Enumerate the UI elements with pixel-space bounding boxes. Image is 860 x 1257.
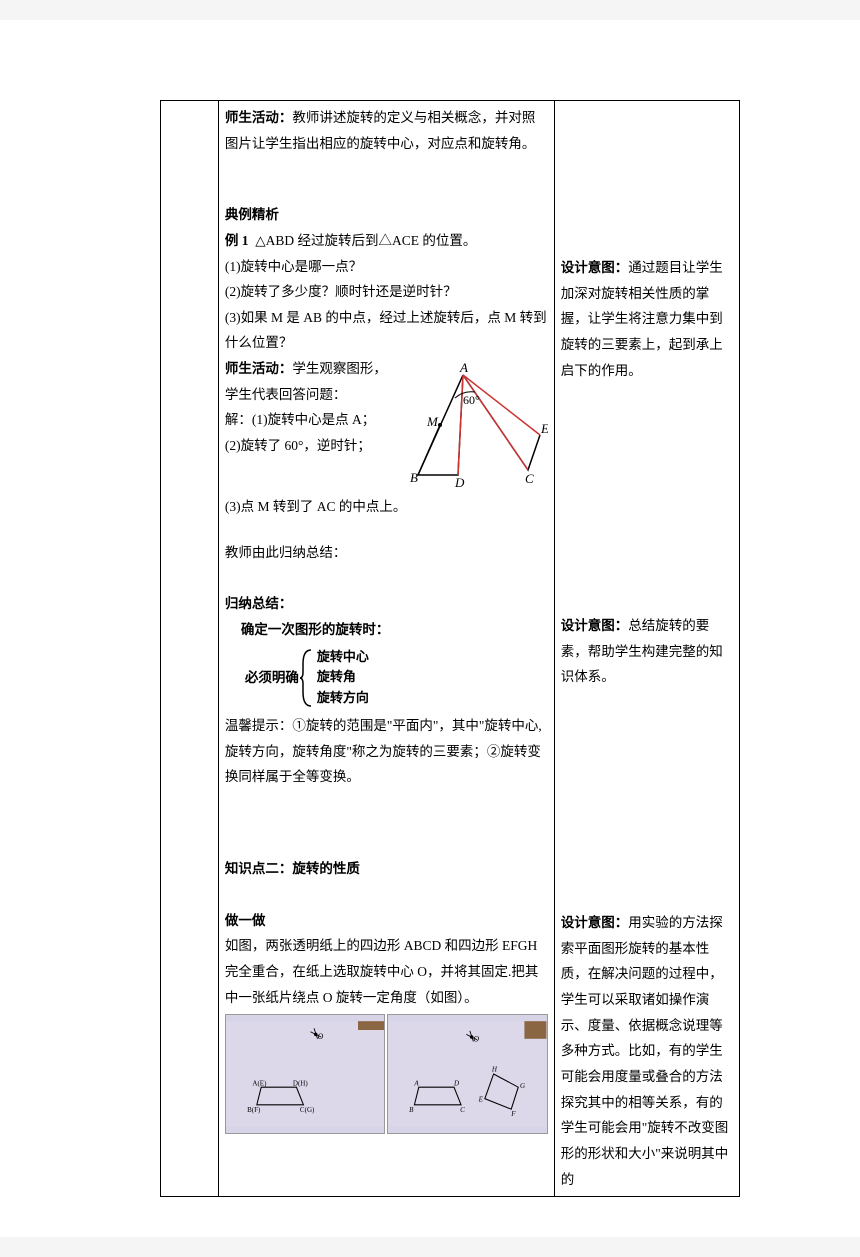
summary-title: 归纳总结： (225, 591, 548, 617)
spacer (225, 176, 548, 196)
label-B: B (410, 470, 418, 485)
summary-item3: 旋转方向 (317, 688, 369, 709)
summary-line1: 确定一次图形的旋转时： (241, 617, 548, 643)
spacer (225, 882, 548, 902)
photo-left-DH: D(H) (293, 1080, 308, 1088)
spacer (225, 565, 548, 585)
design3-paragraph: 设计意图：用实验的方法探索平面图形旋转的基本性质，在解决问题的过程中，学生可以采… (561, 910, 733, 1192)
spacer (225, 156, 548, 176)
photo-right-O: O (474, 1035, 480, 1044)
example1-title: 例 1 △ABD 经过旋转后到△ACE 的位置。 (225, 228, 548, 254)
document-page: 师生活动：教师讲述旋转的定义与相关概念，并对照图片让学生指出相应的旋转中心，对应… (0, 20, 860, 1237)
summary-item1: 旋转中心 (317, 647, 369, 668)
tip-text: 温馨提示：①旋转的范围是"平面内"，其中"旋转中心,旋转方向，旋转角度"称之为旋… (225, 713, 548, 790)
lesson-plan-table: 师生活动：教师讲述旋转的定义与相关概念，并对照图片让学生指出相应的旋转中心，对应… (160, 100, 740, 1197)
photo-left-BF: B(F) (247, 1106, 261, 1114)
right-column: 设计意图：通过题目让学生加深对旋转相关性质的掌握，让学生将注意力集中到旋转的三要… (554, 101, 739, 1197)
teacher-summary: 教师由此归纳总结： (225, 540, 548, 566)
angle-label: 60° (463, 393, 480, 407)
photo-left-O: O (317, 1032, 323, 1041)
photo-right-A: A (414, 1080, 420, 1088)
answer-text-column: 师生活动：学生观察图形，学生代表回答问题： 解：(1)旋转中心是点 A； (2)… (225, 356, 393, 459)
doit-title: 做一做 (225, 908, 548, 934)
ex1-title-text: △ABD 经过旋转后到△ACE 的位置。 (255, 233, 476, 248)
spacer (225, 830, 548, 850)
label-D: D (454, 475, 465, 490)
activity-label: 师生活动： (225, 110, 293, 125)
left-column (161, 101, 219, 1197)
label-E: E (540, 421, 548, 436)
sol2: (2)旋转了 60°，逆时针； (225, 433, 393, 459)
spacer (561, 105, 733, 255)
spacer (225, 790, 548, 810)
design1-paragraph: 设计意图：通过题目让学生加深对旋转相关性质的掌握，让学生将注意力集中到旋转的三要… (561, 255, 733, 383)
photo-left: O A(E) D(H) B(F) C(G) (225, 1014, 385, 1134)
section2-title: 知识点二：旋转的性质 (225, 856, 548, 882)
spacer (225, 520, 548, 540)
bracket-container: 必须明确 旋转中心 旋转角 旋转方向 (245, 647, 548, 709)
activity-paragraph: 师生活动：教师讲述旋转的定义与相关概念，并对照图片让学生指出相应的旋转中心，对应… (225, 105, 548, 156)
design3-label: 设计意图： (561, 915, 629, 930)
doit-text: 如图，两张透明纸上的四边形 ABCD 和四边形 EFGH 完全重合，在纸上选取旋… (225, 933, 548, 1010)
photo-right: O A D B C H G E F (387, 1014, 547, 1134)
ex1-label: 例 1 (225, 233, 249, 248)
bracket-icon (299, 648, 317, 708)
design2-label: 设计意图： (561, 618, 629, 633)
triangle-diagram: A B D C E M 60° (393, 360, 548, 490)
spacer (225, 810, 548, 830)
sol1: 解：(1)旋转中心是点 A； (225, 407, 393, 433)
photo-right-B: B (409, 1106, 414, 1114)
ex1-q3: (3)如果 M 是 AB 的中点，经过上述旋转后，点 M 转到什么位置？ (225, 305, 548, 356)
must-clear-label: 必须明确 (245, 665, 299, 691)
photo-right-G: G (520, 1082, 525, 1090)
label-A: A (459, 360, 468, 375)
photo-right-H: H (491, 1066, 498, 1074)
activity2-paragraph: 师生活动：学生观察图形，学生代表回答问题： (225, 356, 393, 407)
section-title-examples: 典例精析 (225, 202, 548, 228)
spacer (561, 383, 733, 613)
photo-left-CG: C(G) (300, 1106, 315, 1114)
summary-item2: 旋转角 (317, 667, 369, 688)
activity2-label: 师生活动： (225, 361, 293, 376)
photo-row: O A(E) D(H) B(F) C(G) (225, 1014, 548, 1134)
ex1-q2: (2)旋转了多少度？顺时针还是逆时针？ (225, 279, 548, 305)
triangle-diagram-container: A B D C E M 60° (393, 356, 548, 494)
photo-right-F: F (511, 1110, 517, 1118)
photo-right-C: C (460, 1106, 465, 1114)
photo-left-AE: A(E) (252, 1080, 267, 1088)
ex1-q1: (1)旋转中心是哪一点？ (225, 254, 548, 280)
photo-right-E: E (478, 1095, 484, 1103)
label-M: M (426, 414, 439, 429)
bracket-items: 旋转中心 旋转角 旋转方向 (317, 647, 369, 709)
design1-text: 通过题目让学生加深对旋转相关性质的掌握，让学生将注意力集中到旋转的三要素上，起到… (561, 260, 723, 378)
design3-text: 用实验的方法探索平面图形旋转的基本性质，在解决问题的过程中，学生可以采取诸如操作… (561, 915, 729, 1186)
answer-with-diagram: 师生活动：学生观察图形，学生代表回答问题： 解：(1)旋转中心是点 A； (2)… (225, 356, 548, 494)
sol3: (3)点 M 转到了 AC 的中点上。 (225, 494, 548, 520)
label-C: C (525, 471, 534, 486)
spacer (561, 690, 733, 910)
design2-paragraph: 设计意图：总结旋转的要素，帮助学生构建完整的知识体系。 (561, 613, 733, 690)
photo-right-D: D (453, 1080, 459, 1088)
design1-label: 设计意图： (561, 260, 629, 275)
middle-column: 师生活动：教师讲述旋转的定义与相关概念，并对照图片让学生指出相应的旋转中心，对应… (218, 101, 554, 1197)
